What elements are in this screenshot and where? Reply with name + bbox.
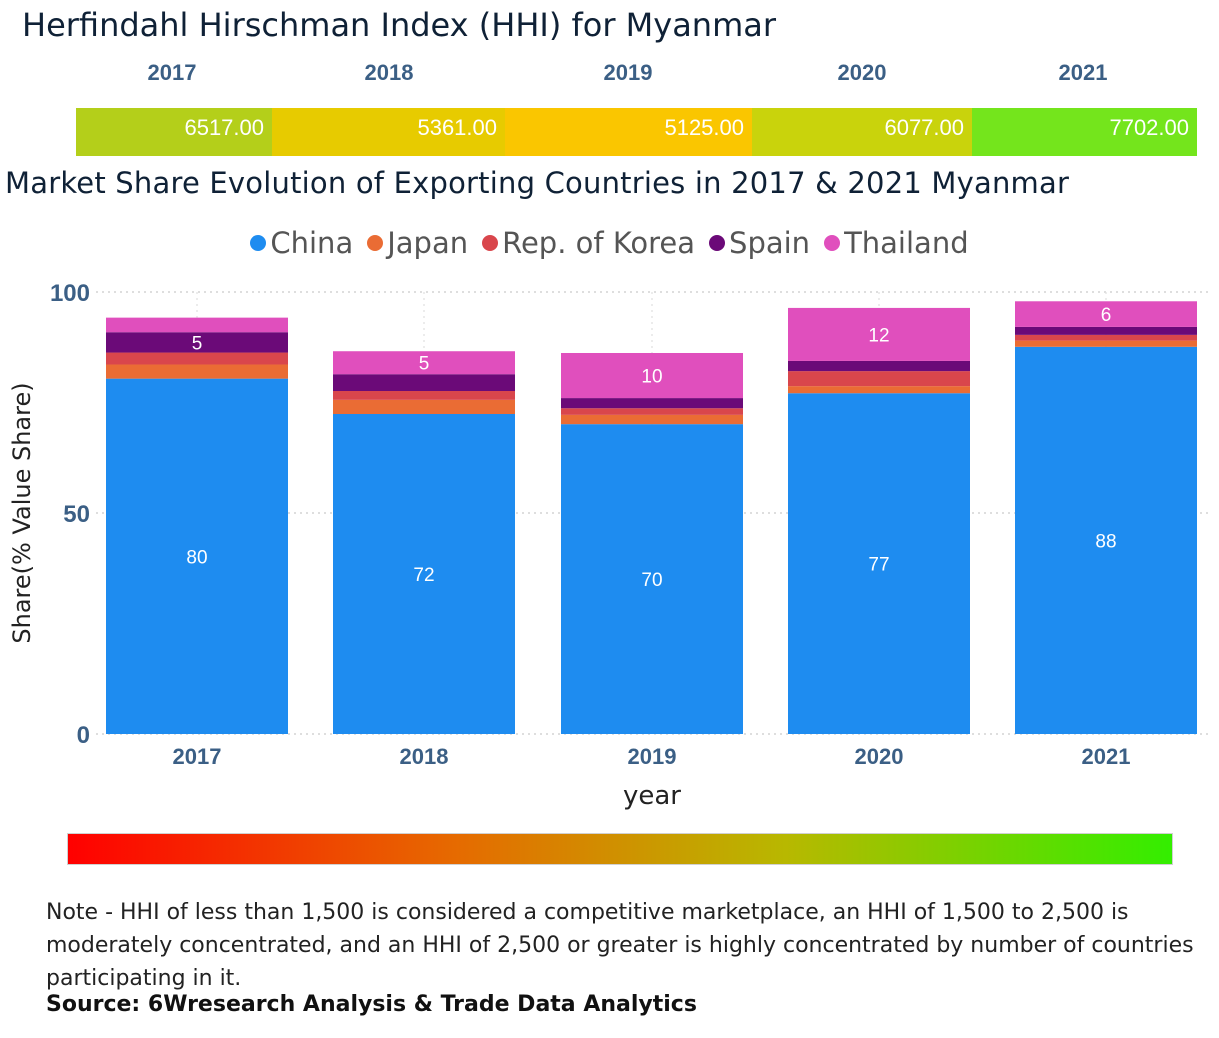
bar-segment-japan-2017	[106, 364, 288, 379]
note-text: Note - HHI of less than 1,500 is conside…	[46, 900, 1194, 991]
hhi-title: Herfindahl Hirschman Index (HHI) for Mya…	[22, 6, 777, 44]
data-label: 72	[413, 565, 434, 586]
legend-item-japan: Japan	[367, 226, 468, 260]
hhi-value-2021: 7702.00	[972, 108, 1197, 156]
hhi-value-2019: 5125.00	[505, 108, 752, 156]
bar-segment-rep-of-korea-2019	[561, 408, 743, 415]
legend-label: China	[270, 226, 354, 260]
legend-marker	[250, 235, 267, 251]
legend-label: Thailand	[844, 226, 969, 260]
bar-segment-rep-of-korea-2021	[1015, 334, 1197, 341]
hhi-year-2018: 2018	[364, 60, 414, 85]
chart-title: Market Share Evolution of Exporting Coun…	[5, 166, 1070, 200]
bar-segment-spain-2021	[1015, 326, 1197, 335]
legend-item-rep-of-korea: Rep. of Korea	[482, 226, 695, 260]
bar-segment-spain-2020	[788, 360, 970, 372]
hhi-year-2021: 2021	[1058, 60, 1108, 85]
hhi-value-2018: 5361.00	[272, 108, 505, 156]
x-tick-label: 2017	[173, 744, 222, 769]
y-tick-label: 0	[77, 722, 90, 749]
bar-segment-thailand-2018	[333, 351, 515, 375]
x-tick-label: 2019	[628, 744, 677, 769]
legend-label: Japan	[387, 226, 469, 260]
hhi-color-scale	[67, 833, 1173, 865]
bar-segment-thailand-2021	[1015, 301, 1197, 327]
bar-segment-china-2019	[561, 424, 743, 734]
bar-segment-spain-2017	[106, 332, 288, 353]
data-label: 12	[868, 325, 889, 346]
legend-marker	[367, 235, 384, 251]
chart-legend: China Japan Rep. of Korea Spain Thailand	[0, 226, 1219, 260]
data-label: 5	[192, 333, 203, 354]
data-label: 88	[1095, 531, 1116, 552]
bar-segment-china-2021	[1015, 346, 1197, 734]
hhi-value-2020: 6077.00	[752, 108, 972, 156]
x-tick-label: 2020	[855, 744, 904, 769]
x-tick-label: 2018	[400, 744, 449, 769]
bar-segment-spain-2018	[333, 374, 515, 392]
bar-segment-japan-2019	[561, 414, 743, 425]
hhi-year-2017: 2017	[147, 60, 197, 85]
bar-segment-thailand-2017	[106, 317, 288, 333]
data-label: 80	[186, 547, 207, 568]
bar-segment-rep-of-korea-2017	[106, 352, 288, 365]
y-tick-label: 50	[63, 501, 90, 528]
legend-marker	[824, 235, 841, 251]
bar-segment-china-2017	[106, 378, 288, 734]
bar-segment-thailand-2020	[788, 307, 970, 361]
legend-label: Spain	[729, 226, 811, 260]
bar-segment-japan-2020	[788, 386, 970, 394]
data-label: 10	[641, 367, 662, 388]
bar-segment-china-2020	[788, 393, 970, 734]
data-label: 70	[641, 570, 662, 591]
y-tick-label: 100	[50, 280, 90, 307]
source-text: Source: 6Wresearch Analysis & Trade Data…	[46, 992, 697, 1017]
hhi-value-2017: 6517.00	[76, 108, 272, 156]
bar-segment-japan-2021	[1015, 340, 1197, 347]
hhi-year-2020: 2020	[837, 60, 887, 85]
legend-marker	[482, 235, 499, 251]
bar-segment-spain-2019	[561, 398, 743, 409]
hhi-year-2019: 2019	[603, 60, 653, 85]
data-label: 5	[419, 354, 430, 375]
bar-segment-japan-2018	[333, 399, 515, 414]
stacked-bar-chart: 0 50 100 80 5 2017 72 5 2018 70 10 2019 77 12 2020 88 6 2…	[8, 280, 1210, 810]
bar-segment-china-2018	[333, 413, 515, 734]
x-tick-label: 2021	[1082, 744, 1131, 769]
bar-segment-thailand-2019	[561, 352, 743, 399]
legend-item-spain: Spain	[709, 226, 810, 260]
legend-marker	[709, 235, 726, 251]
legend-item-china: China	[250, 226, 353, 260]
legend-item-thailand: Thailand	[824, 226, 969, 260]
data-label: 6	[1101, 305, 1112, 326]
bar-segment-rep-of-korea-2018	[333, 391, 515, 400]
legend-label: Rep. of Korea	[502, 226, 696, 260]
data-label: 77	[868, 555, 889, 576]
x-axis-title: year	[623, 781, 681, 810]
y-axis-title: Share(% Value Share)	[8, 382, 36, 643]
bar-segment-rep-of-korea-2020	[788, 371, 970, 387]
